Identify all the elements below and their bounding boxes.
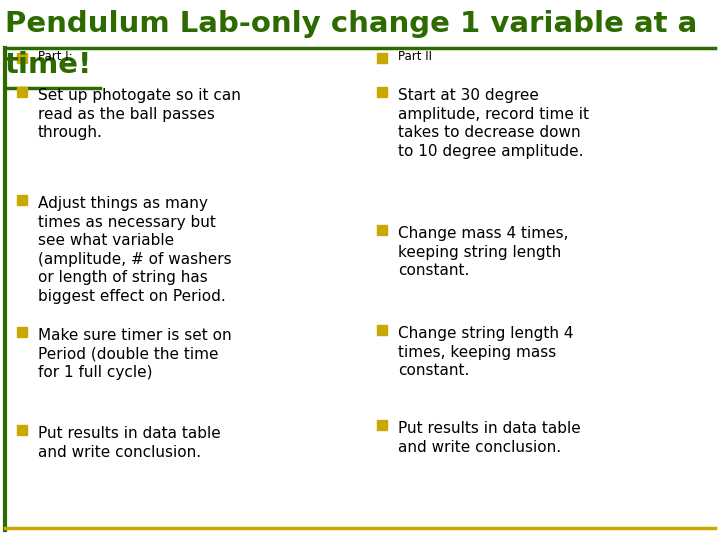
Text: Put results in data table
and write conclusion.: Put results in data table and write conc…: [38, 426, 221, 460]
Text: Part II: Part II: [398, 50, 432, 63]
Text: Adjust things as many
times as necessary but
see what variable
(amplitude, # of : Adjust things as many times as necessary…: [38, 196, 232, 304]
Text: Change mass 4 times,
keeping string length
constant.: Change mass 4 times, keeping string leng…: [398, 226, 569, 278]
Text: Make sure timer is set on
Period (double the time
for 1 full cycle): Make sure timer is set on Period (double…: [38, 328, 232, 380]
Text: Pendulum Lab-only change 1 variable at a: Pendulum Lab-only change 1 variable at a: [5, 10, 697, 38]
Text: time!: time!: [5, 51, 92, 79]
Text: Start at 30 degree
amplitude, record time it
takes to decrease down
to 10 degree: Start at 30 degree amplitude, record tim…: [398, 88, 589, 159]
Text: Part I:: Part I:: [38, 50, 73, 63]
Text: Change string length 4
times, keeping mass
constant.: Change string length 4 times, keeping ma…: [398, 326, 574, 378]
Text: Set up photogate so it can
read as the ball passes
through.: Set up photogate so it can read as the b…: [38, 88, 241, 140]
Text: Put results in data table
and write conclusion.: Put results in data table and write conc…: [398, 421, 581, 455]
